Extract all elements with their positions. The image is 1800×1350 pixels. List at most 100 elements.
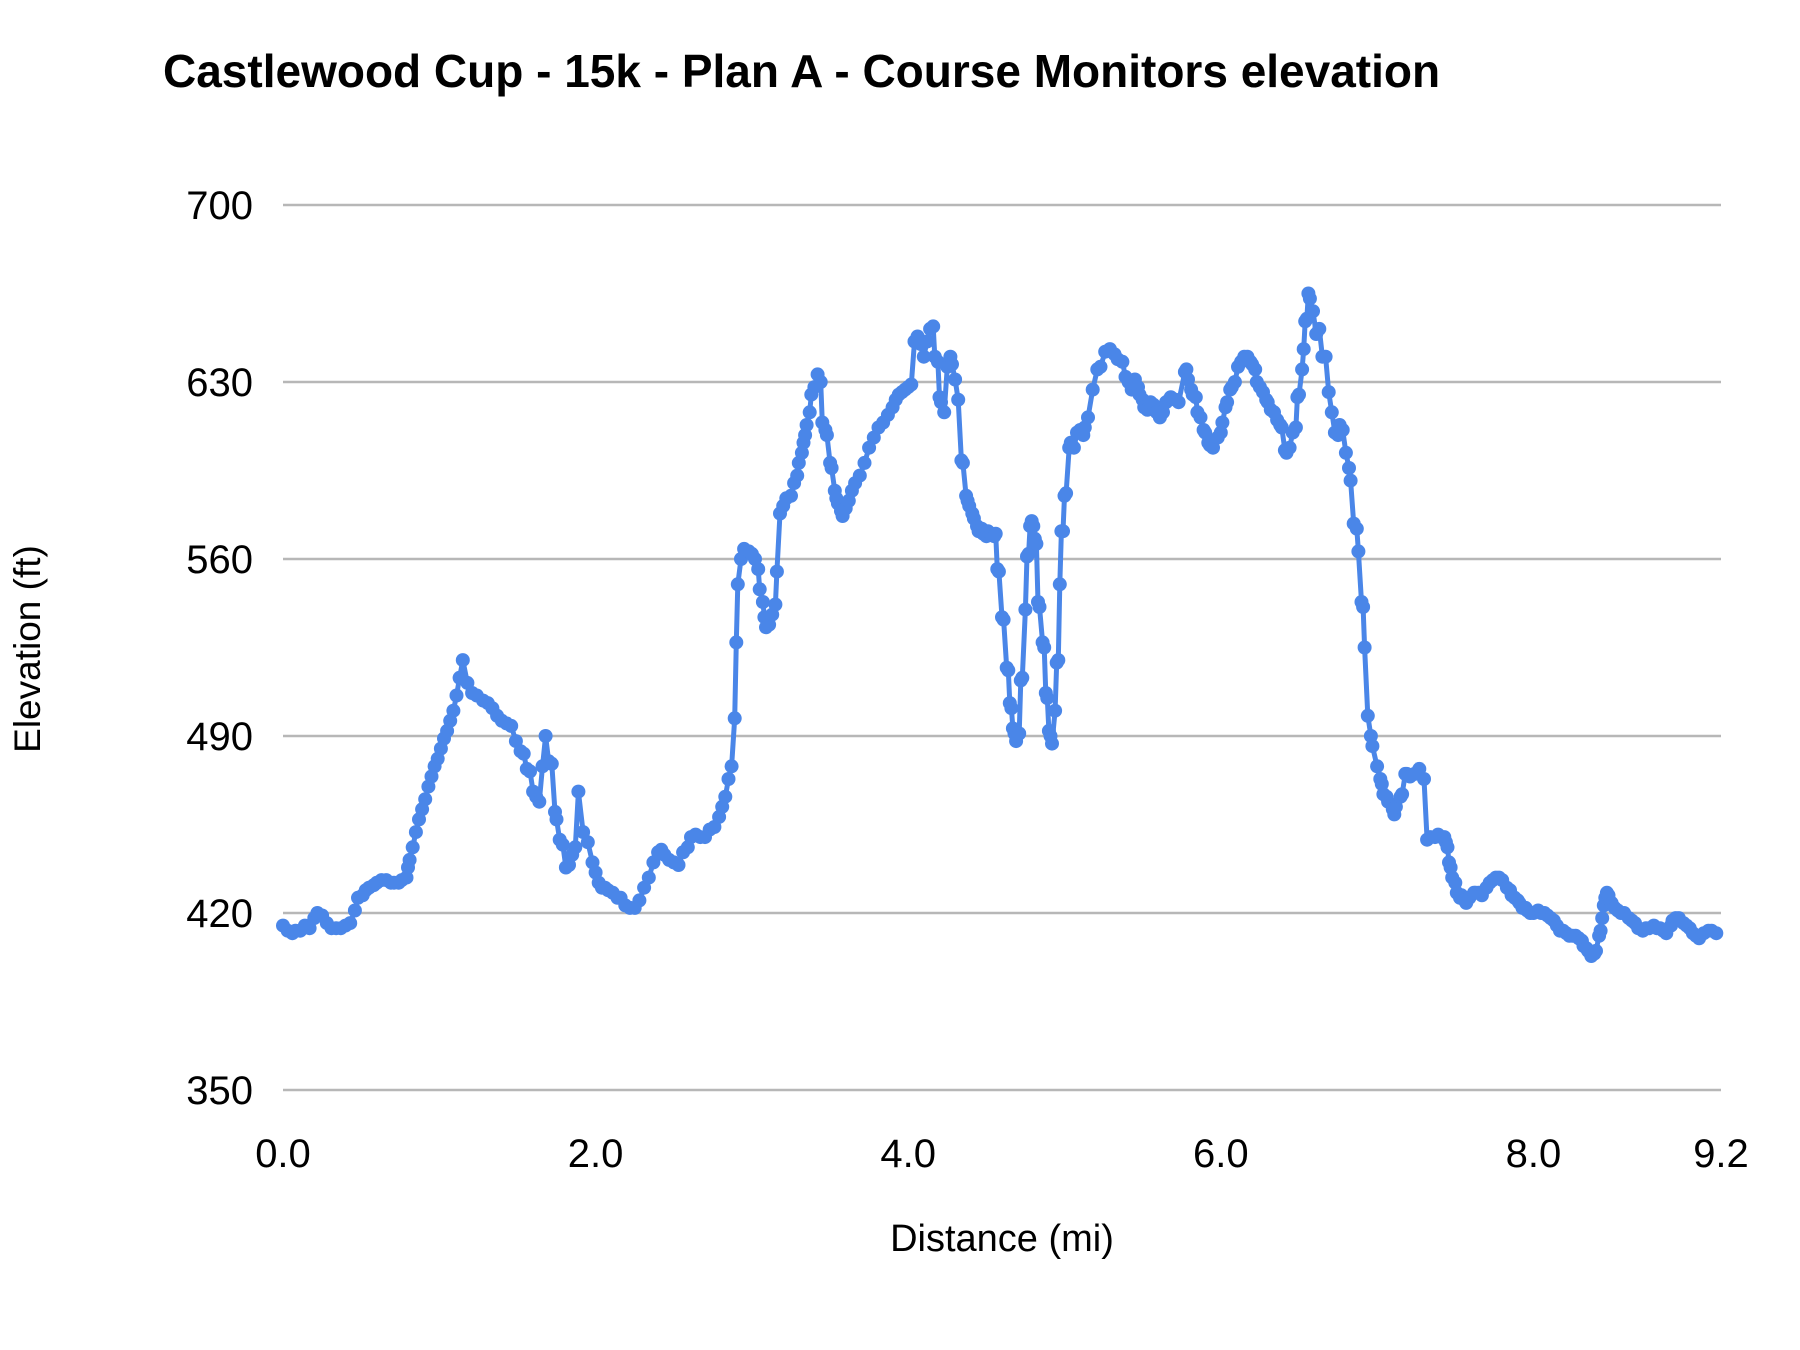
data-point [1085,382,1100,397]
elevation-series-points [276,286,1724,963]
data-point [1324,405,1339,420]
data-point [1015,670,1030,685]
data-point [1051,653,1066,668]
data-point [755,595,770,609]
data-point [408,825,423,840]
data-point [926,319,941,334]
data-point [852,468,867,483]
data-point [1048,703,1063,718]
data-point [819,428,834,443]
data-point [455,653,470,668]
data-point [1349,521,1364,536]
data-point [1056,524,1070,539]
data-point [446,703,461,718]
data-point [1220,395,1235,410]
data-point [347,903,362,918]
data-point [343,916,358,931]
data-point [1215,415,1230,430]
data-point [768,597,783,612]
x-tick-label-6.0: 6.0 [1193,1132,1249,1176]
data-point [1093,359,1108,374]
data-point [1302,291,1317,306]
x-axis-title: Distance (mi) [890,1218,1114,1260]
data-point [1335,423,1350,437]
data-point [951,392,966,407]
data-point [1045,736,1059,751]
data-point [937,405,952,420]
data-point [1292,387,1306,402]
data-point [1066,440,1081,455]
y-tick-label-490: 490 [186,715,253,759]
data-point [1193,410,1208,425]
data-point [549,812,564,827]
data-point [449,688,464,703]
data-point [1306,304,1320,319]
data-point [1029,536,1044,551]
data-point [671,858,686,872]
data-point [988,526,1003,541]
data-point [1288,420,1303,435]
data-point [1171,395,1186,410]
data-point [1709,926,1724,941]
data-point [418,792,433,807]
data-point [1052,577,1067,592]
data-point [1338,445,1353,460]
data-point [802,405,817,420]
y-tick-label-560: 560 [186,538,253,582]
data-point [790,468,805,483]
data-point [1589,943,1603,958]
x-tick-label-0.0: 0.0 [255,1132,311,1176]
y-axis-title: Elevation (ft) [7,545,48,753]
data-point [1296,342,1311,357]
data-point [751,562,766,577]
data-point [1059,486,1074,501]
data-point [916,349,931,364]
x-tick-label-8.0: 8.0 [1506,1132,1562,1176]
y-tick-label-350: 350 [186,1069,253,1113]
data-point [1227,375,1242,389]
x-tick-label-9.2: 9.2 [1693,1132,1749,1176]
data-point [1595,911,1610,926]
data-point [721,772,736,786]
data-point [1282,440,1297,455]
data-point [1370,759,1385,774]
y-tick-label-420: 420 [186,892,253,936]
x-tick-label-4.0: 4.0 [880,1132,936,1176]
data-point [580,835,595,850]
data-point [1004,701,1019,716]
x-axis-tick-labels: 0.0 2.0 4.0 6.0 8.0 9.2 [255,1132,1749,1176]
data-point [1365,739,1380,754]
data-point [945,357,959,372]
data-point [1351,544,1366,559]
data-point [516,746,531,761]
data-point [571,784,586,799]
data-point [1318,349,1333,364]
data-point [1417,772,1431,786]
data-point [568,840,583,855]
data-point [769,564,784,579]
data-point [1001,663,1016,678]
data-point [1012,726,1027,741]
data-point [1115,354,1130,369]
data-point [718,789,733,804]
data-point [1295,362,1310,377]
data-point [1360,708,1375,723]
data-point [405,840,420,855]
data-point [641,870,656,885]
data-point [730,577,745,592]
data-point [402,852,417,867]
data-point [555,837,570,852]
y-axis-tick-labels: 350 420 490 560 630 700 [186,184,253,1113]
data-point [1018,602,1033,617]
data-point [857,455,872,470]
data-point [920,334,934,349]
data-point [1026,519,1041,534]
data-point [538,729,553,743]
data-point [1342,461,1356,475]
data-point [1343,473,1358,488]
data-point [544,756,559,771]
data-point [729,635,744,650]
data-point [1395,787,1410,802]
data-point [523,764,537,779]
